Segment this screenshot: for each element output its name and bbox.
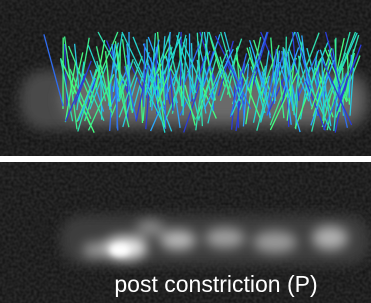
divider <box>0 156 371 162</box>
bottom-panel: post constriction (P) <box>0 162 371 303</box>
vector <box>156 47 157 114</box>
blob <box>253 231 297 253</box>
bright-spot <box>110 244 130 256</box>
blob <box>160 230 196 250</box>
blob <box>136 220 164 236</box>
blob <box>205 228 245 248</box>
blob <box>83 242 107 258</box>
caption: post constriction (P) <box>114 271 317 297</box>
top-panel <box>0 0 371 156</box>
vector <box>190 34 191 102</box>
figure: post constriction (P) <box>0 0 371 303</box>
blob <box>312 226 348 250</box>
page: {"caption": "post constriction (P)"} <box>0 0 371 303</box>
